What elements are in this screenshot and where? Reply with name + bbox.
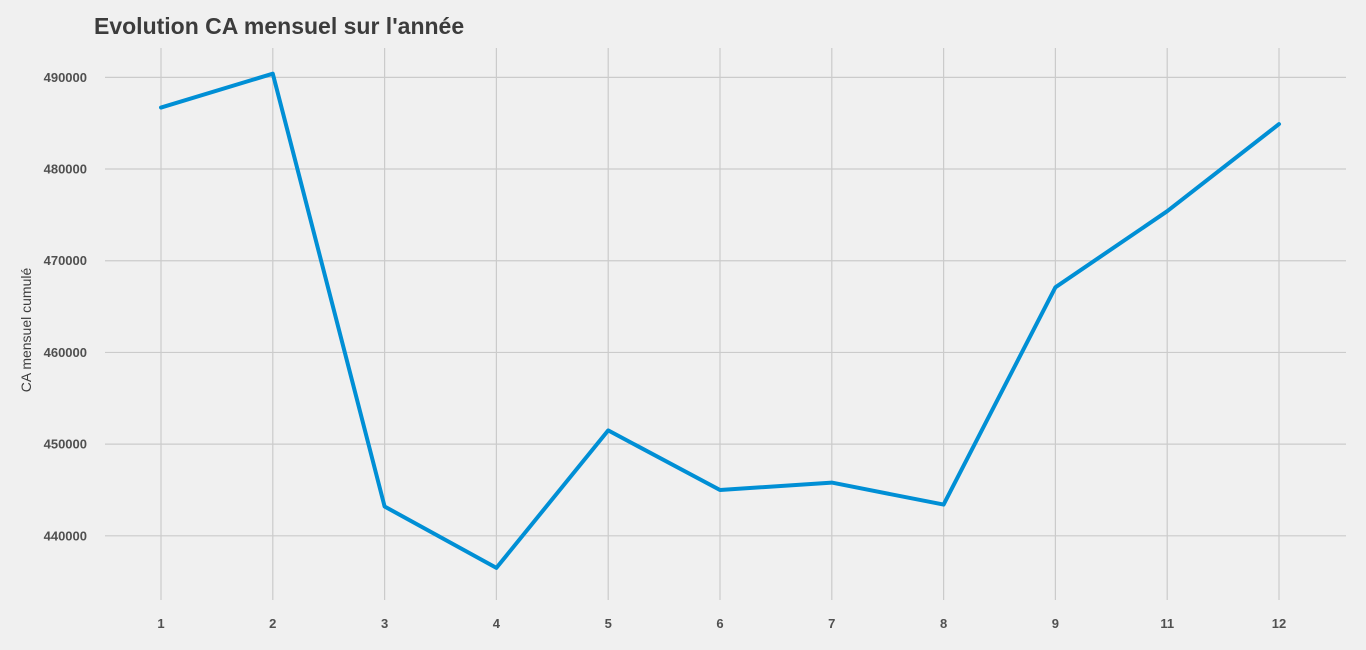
x-tick-label: 7	[828, 616, 835, 631]
x-axis-ticks: 1 2 3 4 5 6 7 8 9 11 12	[157, 616, 1286, 631]
x-tick-label: 4	[493, 616, 501, 631]
x-tick-label: 6	[716, 616, 723, 631]
y-axis-ticks: 440000 450000 460000 470000 480000 490000	[44, 70, 87, 543]
x-tick-label: 1	[157, 616, 164, 631]
y-tick-label: 470000	[44, 253, 87, 268]
x-tick-label: 3	[381, 616, 388, 631]
x-tick-label: 8	[940, 616, 947, 631]
x-tick-label: 2	[269, 616, 276, 631]
y-tick-label: 440000	[44, 528, 87, 543]
y-tick-label: 480000	[44, 162, 87, 177]
y-axis-label: CA mensuel cumulé	[18, 268, 34, 393]
y-tick-label: 450000	[44, 437, 87, 452]
y-tick-label: 460000	[44, 345, 87, 360]
x-tick-label: 5	[605, 616, 612, 631]
y-tick-label: 490000	[44, 70, 87, 85]
chart-title: Evolution CA mensuel sur l'année	[94, 13, 465, 39]
x-tick-label: 9	[1052, 616, 1059, 631]
series-line	[159, 71, 1281, 570]
grid-lines	[105, 48, 1346, 600]
x-tick-label: 11	[1160, 616, 1174, 631]
series-layer	[159, 71, 1281, 570]
x-tick-label: 12	[1272, 616, 1286, 631]
